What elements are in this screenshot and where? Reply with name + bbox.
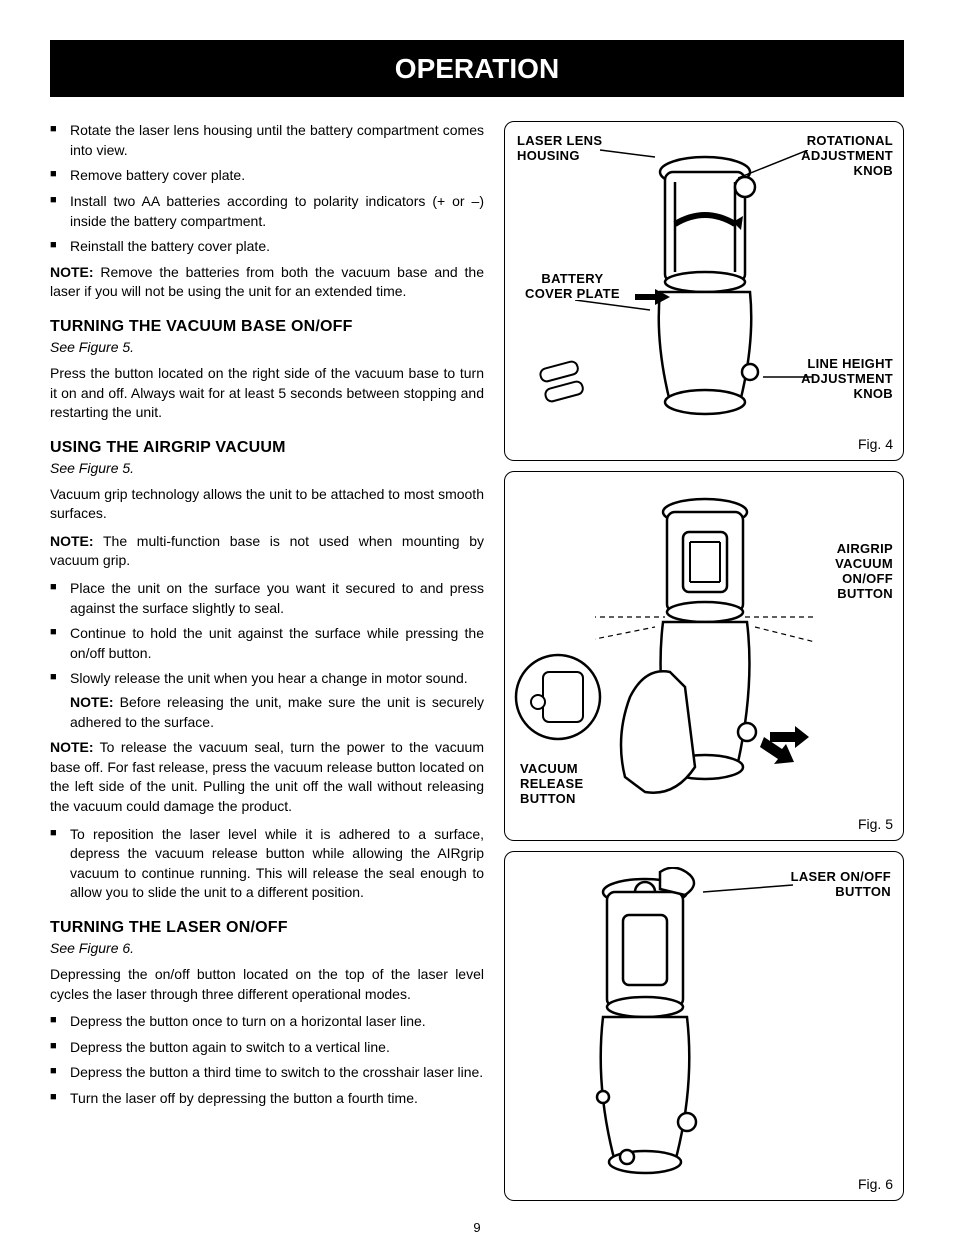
- leader-line: [738, 150, 808, 180]
- leader-line: [763, 372, 813, 382]
- note-prefix: NOTE:: [50, 739, 94, 755]
- sub-note: NOTE: Before releasing the unit, make su…: [70, 693, 484, 732]
- note-paragraph: NOTE: To release the vacuum seal, turn t…: [50, 738, 484, 816]
- list-item: Install two AA batteries according to po…: [50, 192, 484, 231]
- note-prefix: NOTE:: [50, 264, 94, 280]
- note-text: To release the vacuum seal, turn the pow…: [50, 739, 484, 814]
- label-line-height-knob: LINE HEIGHTADJUSTMENTKNOB: [801, 357, 893, 402]
- reposition-bullet-list: To reposition the laser level while it i…: [50, 825, 484, 903]
- section-heading-laser-onoff: TURNING THE LASER ON/OFF: [50, 917, 484, 939]
- label-rotational-knob: ROTATIONALADJUSTMENTKNOB: [801, 134, 893, 179]
- list-item: Turn the laser off by depressing the but…: [50, 1089, 484, 1109]
- intro-note: NOTE: Remove the batteries from both the…: [50, 263, 484, 302]
- list-item: Place the unit on the surface you want i…: [50, 579, 484, 618]
- right-column: LASER LENSHOUSING ROTATIONALADJUSTMENTKN…: [504, 121, 904, 1211]
- page-banner: OPERATION: [50, 40, 904, 97]
- list-item: Depress the button a third time to switc…: [50, 1063, 484, 1083]
- device-illustration: [595, 487, 815, 817]
- body-paragraph: Press the button located on the right si…: [50, 364, 484, 423]
- leader-line: [703, 882, 793, 897]
- note-text: Remove the batteries from both the vacuu…: [50, 264, 484, 300]
- leader-line: [575, 300, 655, 320]
- leader-line: [600, 142, 660, 162]
- bullet-text: Slowly release the unit when you hear a …: [70, 670, 468, 686]
- two-column-layout: Rotate the laser lens housing until the …: [50, 121, 904, 1211]
- see-figure-ref: See Figure 5.: [50, 338, 484, 358]
- list-item: Slowly release the unit when you hear a …: [50, 669, 484, 732]
- figure-6: LASER ON/OFFBUTTON Fig. 6: [504, 851, 904, 1201]
- note-prefix: NOTE:: [70, 694, 114, 710]
- note-text: The multi-function base is not used when…: [50, 533, 484, 569]
- list-item: Reinstall the battery cover plate.: [50, 237, 484, 257]
- note-text: Before releasing the unit, make sure the…: [70, 694, 484, 730]
- airgrip-bullet-list: Place the unit on the surface you want i…: [50, 579, 484, 732]
- figure-caption: Fig. 5: [858, 815, 893, 835]
- figure-5: AIRGRIPVACUUMON/OFFBUTTON VACUUMRELEASEB…: [504, 471, 904, 841]
- list-item: Depress the button again to switch to a …: [50, 1038, 484, 1058]
- inset-detail: [513, 652, 603, 742]
- see-figure-ref: See Figure 6.: [50, 939, 484, 959]
- body-paragraph: Depressing the on/off button located on …: [50, 965, 484, 1004]
- list-item: Depress the button once to turn on a hor…: [50, 1012, 484, 1032]
- label-battery-cover: BATTERYCOVER PLATE: [525, 272, 620, 302]
- list-item: To reposition the laser level while it i…: [50, 825, 484, 903]
- body-paragraph: Vacuum grip technology allows the unit t…: [50, 485, 484, 524]
- device-illustration: [565, 867, 745, 1187]
- note-prefix: NOTE:: [50, 533, 94, 549]
- list-item: Rotate the laser lens housing until the …: [50, 121, 484, 160]
- figure-caption: Fig. 4: [858, 435, 893, 455]
- laser-bullet-list: Depress the button once to turn on a hor…: [50, 1012, 484, 1108]
- label-laser-onoff: LASER ON/OFFBUTTON: [791, 870, 891, 900]
- section-heading-airgrip: USING THE AIRGRIP VACUUM: [50, 437, 484, 459]
- label-vacuum-release: VACUUMRELEASEBUTTON: [520, 762, 584, 807]
- intro-bullet-list: Rotate the laser lens housing until the …: [50, 121, 484, 257]
- device-illustration: [615, 142, 795, 442]
- figure-caption: Fig. 6: [858, 1175, 893, 1195]
- label-airgrip-button: AIRGRIPVACUUMON/OFFBUTTON: [835, 542, 893, 602]
- list-item: Continue to hold the unit against the su…: [50, 624, 484, 663]
- note-paragraph: NOTE: The multi-function base is not use…: [50, 532, 484, 571]
- list-item: Remove battery cover plate.: [50, 166, 484, 186]
- label-laser-lens-housing: LASER LENSHOUSING: [517, 134, 602, 164]
- batteries-icon: [535, 357, 595, 407]
- section-heading-vacuum-onoff: TURNING THE VACUUM BASE ON/OFF: [50, 316, 484, 338]
- figure-4: LASER LENSHOUSING ROTATIONALADJUSTMENTKN…: [504, 121, 904, 461]
- see-figure-ref: See Figure 5.: [50, 459, 484, 479]
- left-column: Rotate the laser lens housing until the …: [50, 121, 484, 1211]
